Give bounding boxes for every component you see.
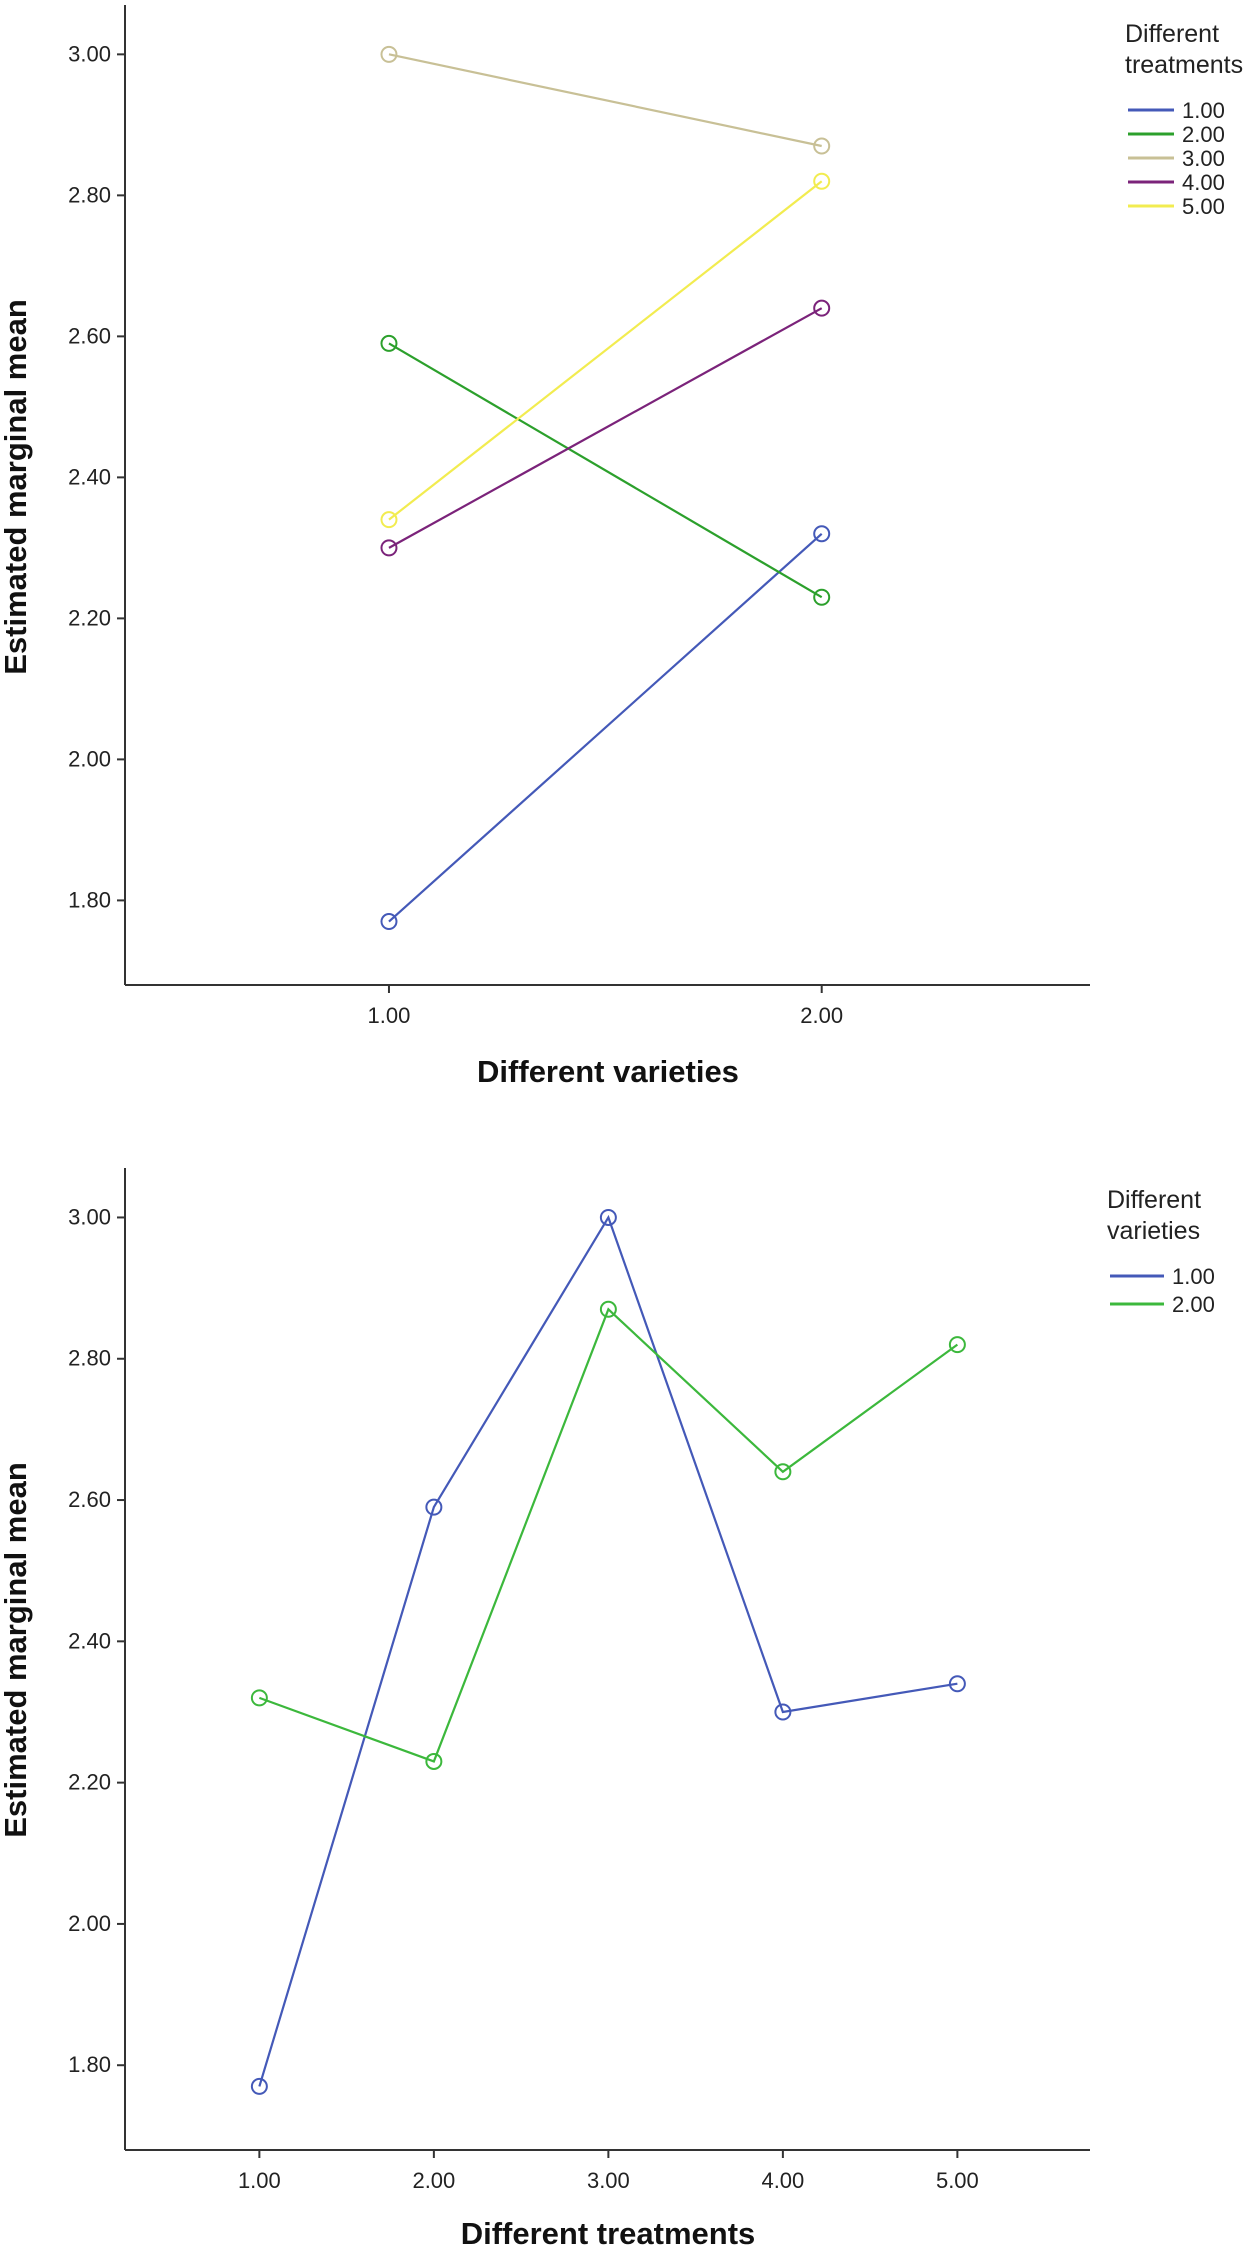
data-point bbox=[599, 1300, 617, 1318]
x-ticks: 1.00 2.00 bbox=[368, 985, 843, 1028]
x-tick-label: 1.00 bbox=[368, 1003, 411, 1028]
y-tick-label: 2.60 bbox=[68, 323, 111, 348]
legend-label: 2.00 bbox=[1172, 1292, 1215, 1317]
data-point bbox=[948, 1336, 966, 1354]
legend-label: 1.00 bbox=[1182, 98, 1225, 123]
legend-label: 1.00 bbox=[1172, 1264, 1215, 1289]
series-line-5.00 bbox=[388, 180, 823, 521]
y-tick-label: 2.40 bbox=[68, 464, 111, 489]
legend-title: Different bbox=[1125, 20, 1219, 48]
series-group bbox=[250, 1208, 966, 2095]
y-ticks: 1.80 2.00 2.20 2.40 2.60 2.80 3.00 bbox=[68, 1204, 125, 2077]
y-tick-label: 3.00 bbox=[68, 1204, 111, 1229]
y-axis-title: Estimated marginal mean bbox=[0, 299, 33, 675]
data-point bbox=[380, 913, 398, 931]
x-tick-label: 3.00 bbox=[587, 2168, 630, 2193]
y-tick-label: 2.00 bbox=[68, 1911, 111, 1936]
y-tick-label: 2.20 bbox=[68, 605, 111, 630]
data-point bbox=[599, 1208, 617, 1226]
y-tick-label: 2.60 bbox=[68, 1487, 111, 1512]
x-axis-title: Different varieties bbox=[477, 1054, 739, 1089]
legend-label: 4.00 bbox=[1182, 170, 1225, 195]
x-axis-title: Different treatments bbox=[461, 2216, 756, 2251]
data-point bbox=[948, 1675, 966, 1693]
y-tick-label: 3.00 bbox=[68, 41, 111, 66]
legend-title: treatments bbox=[1125, 51, 1243, 79]
series-group bbox=[380, 45, 831, 931]
y-tick-label: 1.80 bbox=[68, 2052, 111, 2077]
y-tick-label: 2.40 bbox=[68, 1628, 111, 1653]
data-point bbox=[380, 511, 398, 529]
data-point bbox=[380, 539, 398, 557]
x-tick-label: 2.00 bbox=[412, 2168, 455, 2193]
data-point bbox=[813, 299, 831, 317]
data-point bbox=[380, 45, 398, 63]
legend-title: varieties bbox=[1107, 1217, 1200, 1245]
data-point bbox=[774, 1463, 792, 1481]
data-point bbox=[425, 1498, 443, 1516]
y-tick-label: 2.00 bbox=[68, 746, 111, 771]
data-point bbox=[250, 1689, 268, 1707]
x-tick-label: 2.00 bbox=[800, 1003, 843, 1028]
series-line-1.00 bbox=[258, 1214, 958, 2087]
x-ticks: 1.00 2.00 3.00 4.00 5.00 bbox=[238, 2150, 979, 2193]
data-point bbox=[250, 2077, 268, 2095]
series-line-1.00 bbox=[388, 532, 823, 923]
x-tick-label: 4.00 bbox=[761, 2168, 804, 2193]
x-tick-label: 1.00 bbox=[238, 2168, 281, 2193]
series-line-2.00 bbox=[258, 1307, 959, 1763]
series-line-2.00 bbox=[388, 342, 823, 599]
data-point bbox=[813, 588, 831, 606]
data-point bbox=[813, 137, 831, 155]
y-ticks: 1.80 2.00 2.20 2.40 2.60 2.80 3.00 bbox=[68, 41, 125, 912]
y-tick-label: 2.80 bbox=[68, 182, 111, 207]
y-tick-label: 2.20 bbox=[68, 1770, 111, 1795]
data-point bbox=[380, 334, 398, 352]
legend-title: Different bbox=[1107, 1186, 1201, 1214]
legend: Different treatments 1.002.003.004.005.0… bbox=[1125, 20, 1243, 219]
legend: Different varieties 1.00 2.00 bbox=[1107, 1186, 1215, 1317]
data-point bbox=[813, 172, 831, 190]
legend-label: 2.00 bbox=[1182, 122, 1225, 147]
series-line-4.00 bbox=[388, 307, 823, 549]
chart-varieties: 1.802.002.202.402.602.803.00 1.00 2.00 Di… bbox=[0, 5, 1243, 1089]
y-axis-title: Estimated marginal mean bbox=[0, 1462, 33, 1838]
data-point bbox=[813, 525, 831, 543]
legend-label: 5.00 bbox=[1182, 194, 1225, 219]
series-line-3.00 bbox=[388, 53, 822, 148]
x-tick-label: 5.00 bbox=[936, 2168, 979, 2193]
data-point bbox=[425, 1752, 443, 1770]
legend-label: 3.00 bbox=[1182, 146, 1225, 171]
y-tick-label: 1.80 bbox=[68, 887, 111, 912]
legend-items: 1.002.003.004.005.00 bbox=[1128, 98, 1225, 219]
data-point bbox=[774, 1703, 792, 1721]
chart-treatments: 1.80 2.00 2.20 2.40 2.60 2.80 3.00 1.00 2.00 3.0… bbox=[0, 1168, 1215, 2251]
legend-items: 1.00 2.00 bbox=[1110, 1264, 1215, 1317]
y-tick-label: 2.80 bbox=[68, 1346, 111, 1371]
